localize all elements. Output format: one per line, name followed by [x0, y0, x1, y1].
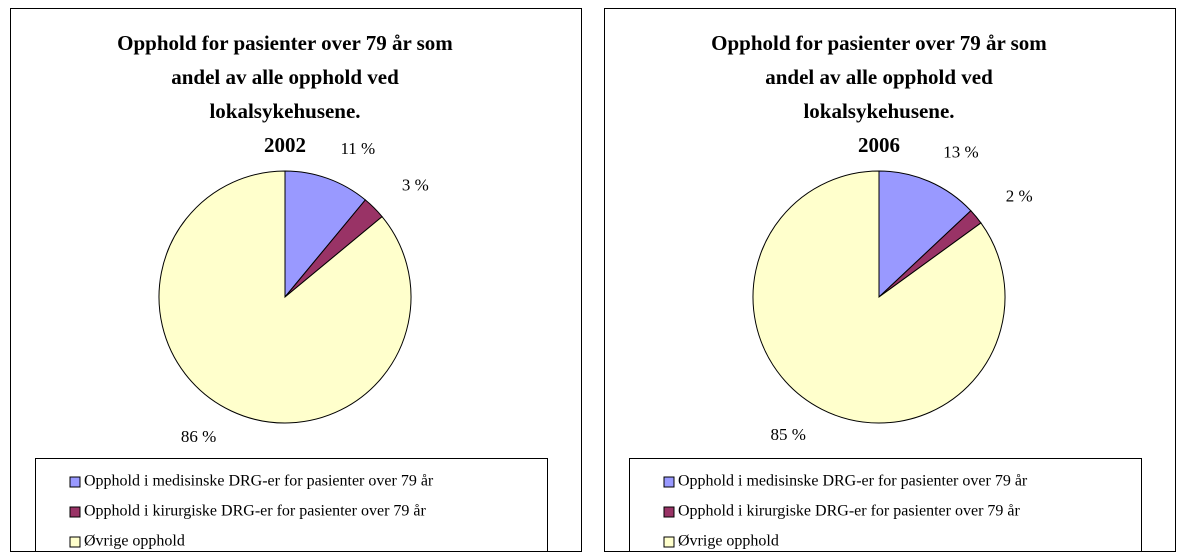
data-label: 85 % — [770, 425, 805, 444]
legend-swatch — [663, 536, 675, 548]
pie-slice — [878, 170, 972, 299]
chart-title: lokalsykehusene. — [803, 99, 954, 123]
data-label: 2 % — [1006, 186, 1033, 205]
chart-title: 2006 — [858, 133, 900, 157]
legend-swatch — [69, 536, 81, 548]
legend-swatch — [69, 506, 81, 518]
legend-box — [629, 458, 1142, 552]
legend-label: Opphold i kirurgiske DRG-er for pasiente… — [84, 503, 427, 520]
chart-title: Opphold for pasienter over 79 år som — [711, 31, 1047, 55]
data-label: 3 % — [402, 176, 429, 195]
chart-title: andel av alle opphold ved — [171, 65, 399, 89]
legend-label: Opphold i medisinske DRG-er for pasiente… — [84, 473, 434, 490]
data-label: 13 % — [943, 143, 978, 162]
chart-title: Opphold for pasienter over 79 år som — [117, 31, 453, 55]
legend-label: Opphold i kirurgiske DRG-er for pasiente… — [678, 503, 1021, 520]
legend-label: Opphold i medisinske DRG-er for pasiente… — [678, 473, 1028, 490]
chart-title: andel av alle opphold ved — [765, 65, 993, 89]
legend-swatch — [663, 506, 675, 518]
legend-box — [35, 458, 548, 552]
chart-title: 2002 — [264, 133, 306, 157]
legend-label: Øvrige opphold — [678, 533, 779, 550]
data-label: 86 % — [181, 427, 216, 446]
chart-panel: Opphold for pasienter over 79 år som ande… — [604, 8, 1176, 552]
legend-label: Øvrige opphold — [84, 533, 185, 550]
legend-swatch — [69, 476, 81, 488]
pie-slice — [284, 170, 367, 299]
pie-slice — [158, 170, 412, 424]
pie-slice — [752, 170, 1006, 424]
chart-title: lokalsykehusene. — [209, 99, 360, 123]
chart-panel: Opphold for pasienter over 79 år som ande… — [10, 8, 582, 552]
data-label: 11 % — [340, 139, 375, 158]
legend-swatch — [663, 476, 675, 488]
